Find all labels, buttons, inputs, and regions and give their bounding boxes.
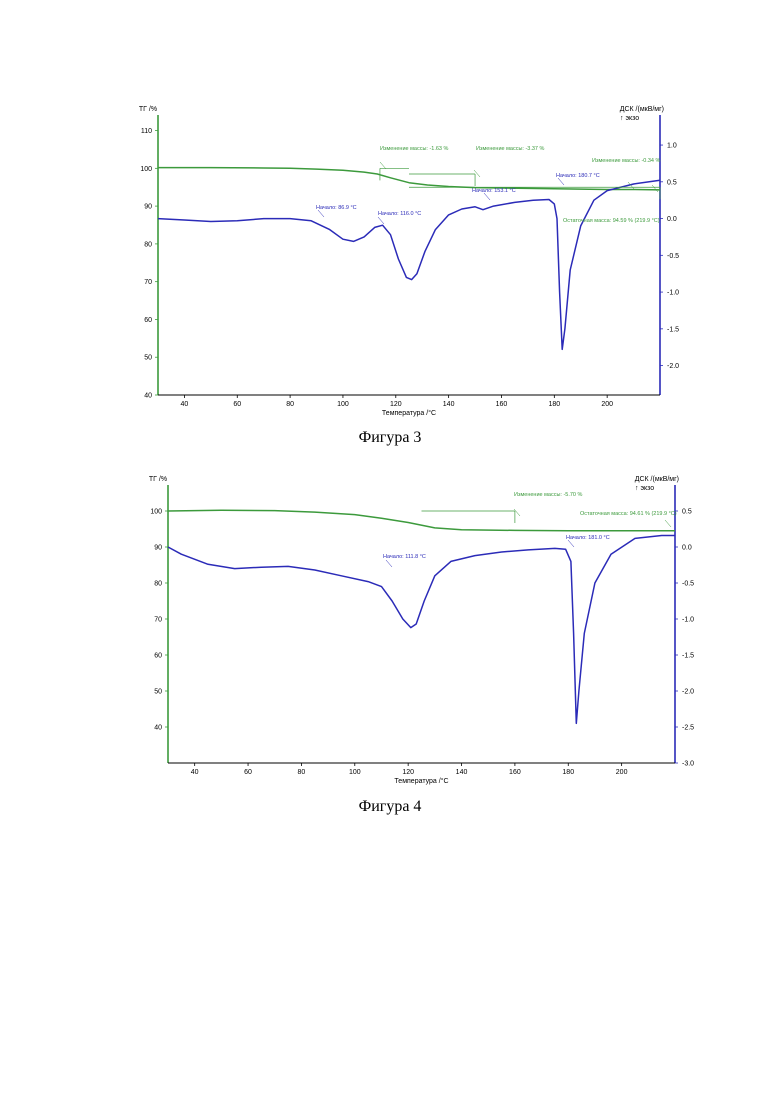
tg-tick-label: 110 (141, 128, 152, 135)
annotation-leader (665, 520, 671, 527)
annotation-label: Остаточная масса: 94.61 % (219.9 °C) (580, 511, 677, 517)
annotation-label: Изменение массы: -3.37 % (476, 146, 545, 152)
dsc-axis-title: ДСК /(мкВ/мг) (620, 106, 664, 113)
x-tick-label: 200 (601, 401, 613, 408)
dsc-axis-title: ДСК /(мкВ/мг) (635, 476, 679, 483)
annotation-label: Изменение массы: -0.34 % (592, 158, 661, 164)
dsc-tick-label: -2.0 (667, 363, 679, 370)
tg-tick-label: 60 (144, 317, 152, 324)
dsc-tick-label: -1.0 (682, 617, 694, 624)
annotation-label: Начало: 180.7 °C (556, 173, 600, 179)
x-axis-title: Температура /°C (382, 409, 436, 417)
tg-axis-title: ТГ /% (149, 476, 167, 483)
x-tick-label: 40 (191, 769, 199, 776)
x-tick-label: 180 (562, 769, 574, 776)
dsc-curve (168, 536, 675, 724)
x-axis-title: Температура /°C (394, 777, 448, 785)
dsc-tick-label: 0.0 (667, 216, 677, 223)
dsc-tick-label: -1.5 (667, 326, 679, 333)
dsc-tick-label: -2.0 (682, 689, 694, 696)
annotation-label: Начало: 111.8 °C (383, 554, 426, 560)
annotation-leader (378, 217, 384, 224)
figure-4-caption: Фигура 4 (0, 798, 780, 816)
dsc-tick-label: -1.5 (682, 653, 694, 660)
exo-label: ↑ экзо (635, 485, 654, 492)
tg-tick-label: 40 (144, 393, 152, 400)
x-tick-label: 80 (286, 401, 294, 408)
annotation-leader (652, 185, 658, 192)
annotation-leader (568, 540, 574, 547)
x-tick-label: 160 (509, 769, 521, 776)
annotation-leader (558, 178, 564, 185)
figure-3-svg: ТГ /% ДСК /(мкВ/мг) ↑ экзо Температура /°C 4… (0, 95, 780, 425)
tg-tick-label: 60 (154, 653, 162, 660)
figure-4-chart: ТГ /% ДСК /(мкВ/мг) ↑ экзо Температура /°C 4… (0, 465, 780, 795)
annotation-label: Начало: 153.1 °C (472, 188, 516, 194)
dsc-tick-label: -1.0 (667, 290, 679, 297)
x-tick-label: 140 (456, 769, 468, 776)
tg-tick-label: 80 (144, 241, 152, 248)
dsc-tick-label: -0.5 (667, 253, 679, 260)
annotation-leader (318, 210, 324, 217)
x-tick-label: 180 (548, 401, 560, 408)
x-tick-label: 120 (402, 769, 414, 776)
tg-tick-label: 50 (154, 689, 162, 696)
tg-tick-label: 40 (154, 725, 162, 732)
x-tick-label: 60 (244, 769, 252, 776)
x-tick-label: 200 (616, 769, 628, 776)
tg-tick-label: 70 (144, 279, 152, 286)
x-tick-label: 140 (443, 401, 455, 408)
tg-tick-label: 100 (140, 166, 152, 173)
figure-4-svg: ТГ /% ДСК /(мкВ/мг) ↑ экзо Температура /°C 4… (0, 465, 780, 795)
x-tick-label: 100 (337, 401, 349, 408)
annotation-label: Остаточная масса: 94.59 % (219.9 °C) (563, 218, 660, 224)
exo-label: ↑ экзо (620, 115, 639, 122)
tg-tick-label: 100 (150, 509, 162, 516)
annotation-leader (484, 193, 490, 200)
figure-3-caption: Фигура 3 (0, 429, 780, 447)
x-tick-label: 100 (349, 769, 361, 776)
dsc-tick-label: -0.5 (682, 581, 694, 588)
dsc-tick-label: -3.0 (682, 761, 694, 768)
tg-tick-label: 90 (154, 545, 162, 552)
annotation-label: Изменение массы: -1.63 % (380, 146, 449, 152)
annotation-label: Начало: 181.0 °C (566, 535, 610, 541)
tg-tick-label: 80 (154, 581, 162, 588)
x-tick-label: 40 (181, 401, 189, 408)
dsc-tick-label: 1.0 (667, 143, 677, 150)
annotation-leader (380, 162, 386, 169)
dsc-curve (158, 180, 660, 349)
tg-tick-label: 50 (144, 355, 152, 362)
x-tick-label: 120 (390, 401, 402, 408)
figure-3-chart: ТГ /% ДСК /(мкВ/мг) ↑ экзо Температура /°C 4… (0, 95, 780, 425)
tg-axis-title: ТГ /% (139, 106, 157, 113)
annotation-label: Начало: 86.9 °C (316, 205, 357, 211)
tg-tick-label: 90 (144, 204, 152, 211)
x-tick-label: 80 (298, 769, 306, 776)
dsc-tick-label: 0.0 (682, 545, 692, 552)
x-tick-label: 160 (496, 401, 508, 408)
dsc-tick-label: 0.5 (667, 179, 677, 186)
tg-tick-label: 70 (154, 617, 162, 624)
annotation-label: Изменение массы: -5.70 % (514, 492, 583, 498)
x-tick-label: 60 (233, 401, 241, 408)
annotation-label: Начало: 116.0 °C (378, 211, 421, 217)
dsc-tick-label: 0.5 (682, 509, 692, 516)
dsc-tick-label: -2.5 (682, 725, 694, 732)
annotation-leader (386, 560, 392, 567)
